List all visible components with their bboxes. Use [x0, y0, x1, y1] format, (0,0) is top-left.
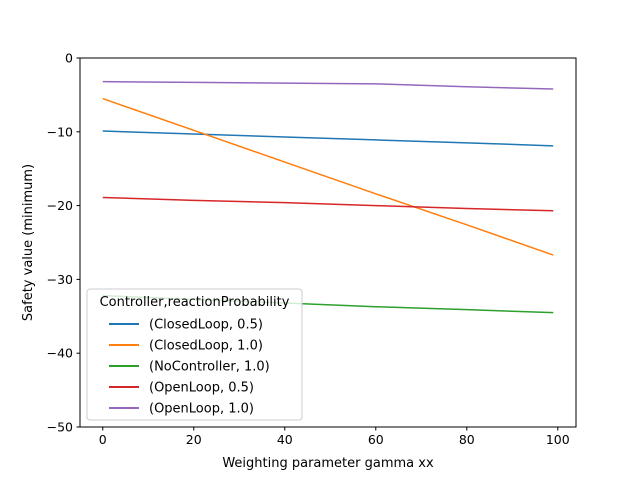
x-tick-label: 80 — [459, 432, 475, 447]
legend-box — [86, 288, 303, 421]
x-axis-label: Weighting parameter gamma xx — [222, 456, 434, 471]
x-tick-label: 60 — [368, 432, 384, 447]
y-tick-label: −40 — [47, 346, 73, 361]
series-line-4 — [102, 80, 554, 90]
y-tick-label: −50 — [47, 420, 73, 435]
x-tick-label: 100 — [546, 432, 570, 447]
y-tick-label: −10 — [47, 124, 73, 139]
series-line-3 — [102, 196, 554, 212]
legend-title: Controller,reactionProbability — [100, 295, 290, 310]
legend-label-2: (NoController, 1.0) — [149, 360, 270, 375]
legend-label-1: (ClosedLoop, 1.0) — [149, 339, 263, 354]
x-tick-label: 0 — [99, 432, 107, 447]
legend-label-3: (OpenLoop, 0.5) — [149, 381, 254, 396]
series-line-1 — [102, 97, 554, 256]
legend-label-0: (ClosedLoop, 0.5) — [149, 318, 263, 333]
x-tick-label: 20 — [186, 432, 202, 447]
y-tick-label: 0 — [65, 51, 73, 66]
legend: Controller,reactionProbability (ClosedLo… — [86, 288, 303, 421]
series-line-0 — [102, 130, 554, 147]
legend-label-4: (OpenLoop, 1.0) — [149, 402, 254, 417]
x-tick-label: 40 — [277, 432, 293, 447]
y-axis-label: Safety value (minimum) — [21, 164, 36, 321]
x-axis-ticks: 0 20 40 60 80 100 — [99, 427, 570, 447]
legend-items: (ClosedLoop, 0.5) (ClosedLoop, 1.0) (NoCon… — [109, 318, 270, 417]
y-tick-label: −30 — [47, 272, 73, 287]
y-tick-label: −20 — [47, 198, 73, 213]
plot-frame — [79, 57, 577, 428]
y-axis-ticks: 0 −10 −20 −30 −40 −50 — [47, 51, 80, 435]
